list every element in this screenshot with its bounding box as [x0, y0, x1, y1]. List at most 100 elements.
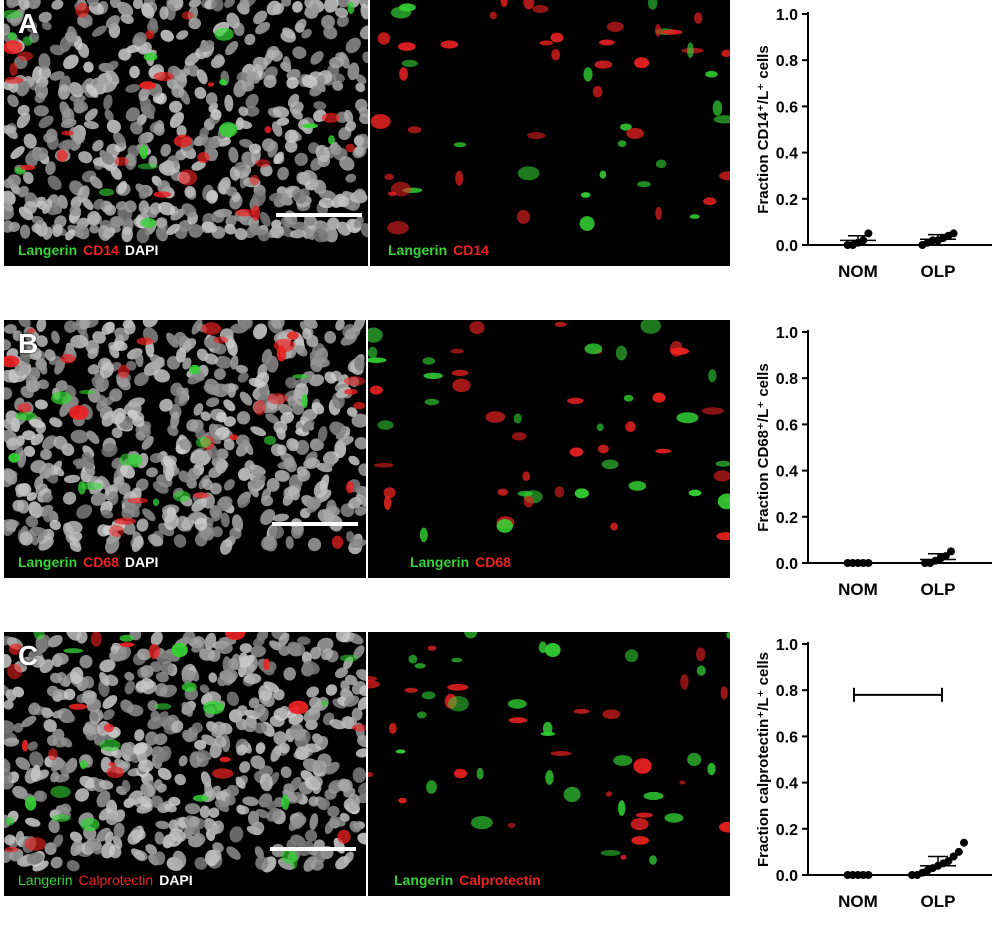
nucleus — [252, 637, 265, 648]
nucleus — [155, 820, 170, 830]
nucleus — [113, 340, 128, 351]
red-signal — [516, 209, 531, 224]
green-signal — [726, 632, 730, 639]
green-signal — [707, 762, 716, 776]
nucleus — [53, 435, 68, 450]
caption-channel-3: DAPI — [124, 554, 159, 570]
nucleus — [242, 796, 259, 807]
nucleus — [325, 684, 338, 696]
nucleus — [197, 749, 212, 761]
red-signal — [539, 40, 554, 46]
nucleus — [30, 764, 41, 782]
nucleus — [23, 201, 37, 215]
nucleus — [303, 856, 317, 872]
green-signal — [140, 217, 157, 228]
red-signal — [522, 471, 531, 481]
y-tick-label: 0.0 — [776, 868, 798, 885]
red-signal — [669, 340, 683, 357]
y-tick-label: 1.0 — [776, 7, 798, 24]
nucleus — [51, 330, 60, 344]
nucleus — [214, 799, 230, 813]
nucleus — [188, 224, 204, 238]
chart-b: Fraction CD68⁺/L⁺ cells 0.0 0.2 0.4 0.6 0.8 1.… — [748, 318, 1000, 618]
nucleus — [262, 138, 276, 152]
nucleus — [24, 817, 41, 827]
green-signal — [98, 188, 115, 197]
red-signal — [24, 837, 47, 851]
nucleus — [204, 353, 219, 365]
nucleus — [216, 448, 229, 460]
nucleus — [272, 2, 285, 15]
caption-channel-2: CD14 — [83, 242, 119, 258]
nucleus — [304, 829, 318, 842]
nucleus — [82, 675, 95, 689]
red-signal — [8, 643, 23, 655]
green-signal — [507, 699, 527, 709]
nucleus — [25, 515, 39, 528]
green-signal — [451, 657, 463, 663]
nucleus — [270, 320, 285, 330]
nucleus — [236, 744, 248, 756]
nucleus — [33, 790, 45, 802]
nucleus — [209, 482, 222, 495]
nucleus — [59, 760, 70, 778]
red-signal — [117, 364, 130, 379]
nucleus — [52, 223, 63, 238]
nucleus — [268, 525, 284, 539]
green-signal — [408, 654, 418, 664]
nucleus — [318, 197, 335, 209]
red-signal — [352, 724, 366, 732]
nucleus — [16, 112, 31, 129]
nucleus — [77, 185, 90, 203]
micrograph-split: Langerin CD68 — [368, 320, 730, 578]
nucleus — [83, 61, 94, 73]
nucleus — [141, 103, 156, 117]
cell-field — [4, 0, 368, 244]
nucleus — [99, 672, 110, 686]
red-signal — [75, 2, 89, 18]
nucleus — [344, 109, 354, 124]
nucleus — [36, 335, 48, 347]
nucleus — [99, 659, 116, 673]
green-signal — [647, 0, 658, 10]
nucleus — [239, 761, 251, 774]
red-signal — [407, 126, 422, 134]
nucleus — [43, 719, 57, 733]
nucleus — [4, 339, 12, 351]
nucleus — [194, 739, 207, 751]
red-signal — [224, 632, 246, 641]
nucleus — [309, 696, 322, 709]
nucleus — [157, 767, 172, 781]
green-signal — [453, 142, 467, 148]
red-signal — [679, 780, 686, 785]
nucleus — [251, 473, 266, 489]
nucleus — [239, 654, 255, 668]
nucleus — [91, 25, 107, 37]
nucleus — [348, 455, 360, 466]
nucleus — [292, 188, 307, 204]
nucleus — [276, 117, 290, 126]
nucleus — [278, 645, 290, 656]
green-signal — [517, 166, 540, 181]
nucleus — [81, 451, 95, 470]
nucleus — [289, 776, 302, 792]
nucleus — [13, 722, 24, 733]
nucleus — [38, 115, 54, 129]
nucleus — [117, 482, 131, 495]
nucleus — [358, 463, 366, 476]
red-signal — [398, 42, 416, 51]
nucleus — [10, 146, 25, 160]
nucleus — [136, 518, 149, 532]
nucleus — [113, 822, 125, 839]
nucleus — [17, 450, 27, 468]
red-signal — [369, 385, 383, 395]
nucleus — [169, 100, 183, 113]
panel-letter: B — [18, 328, 39, 359]
red-signal — [567, 397, 584, 404]
nucleus — [339, 812, 350, 822]
green-signal — [705, 70, 718, 78]
nucleus — [266, 355, 279, 373]
nucleus — [101, 152, 115, 165]
nucleus — [283, 667, 296, 681]
nucleus — [336, 0, 350, 8]
